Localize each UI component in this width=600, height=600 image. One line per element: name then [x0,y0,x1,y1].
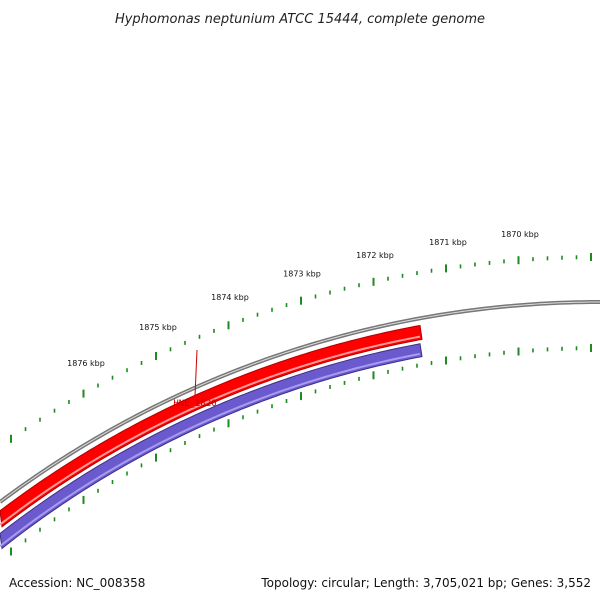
kbp-label: 1874 kbp [211,293,249,302]
reverse-gene-highlight [0,352,421,547]
reverse-gene-band [0,343,423,550]
genome-title: Hyphomonas neptunium ATCC 15444, complet… [115,12,485,27]
genome-stats-text: Topology: circular; Length: 3,705,021 bp… [261,576,591,590]
reverse-gene-feature[interactable] [0,343,423,550]
forward-gene-feature[interactable] [0,324,423,528]
outer-tick-marks [10,253,592,443]
backbone-inner-line [0,301,600,503]
kbp-labels: 1876 kbp 1875 kbp 1874 kbp 1873 kbp 1872 kbp… [67,230,539,368]
kbp-label: 1875 kbp [139,323,177,332]
forward-gene-highlight [0,335,421,526]
kbp-label: 1873 kbp [283,269,321,278]
genome-backbone [0,300,600,504]
kbp-label: 1871 kbp [429,238,467,247]
inner-tick-marks [10,344,592,556]
kbp-label: 1872 kbp [356,251,394,260]
accession-text: Accession: NC_008358 [9,576,146,590]
gene-label-pointer [194,349,198,397]
gene-label[interactable]: HNE_1820 [173,399,216,409]
kbp-label: 1870 kbp [501,230,539,239]
kbp-label: 1876 kbp [67,359,105,368]
